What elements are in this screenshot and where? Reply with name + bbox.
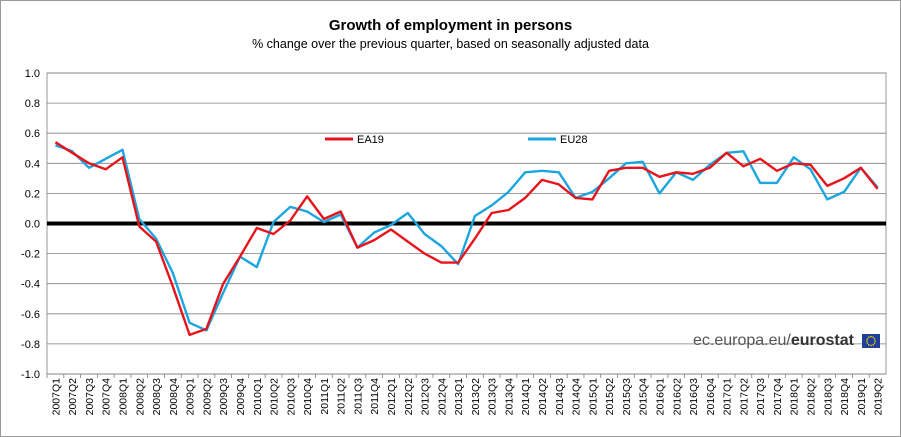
x-tick-label: 2011Q4 [369, 378, 381, 415]
x-tick-label: 2018Q4 [839, 378, 851, 416]
x-tick-label: 2017Q2 [738, 378, 750, 416]
y-tick-label: 1.0 [25, 68, 40, 80]
series-line-ea19 [54, 141, 879, 337]
x-tick-label: 2009Q3 [218, 378, 230, 416]
x-tick-label: 2018Q3 [822, 378, 834, 416]
x-tick-label: 2013Q1 [453, 378, 465, 416]
x-tick-label: 2015Q1 [587, 378, 599, 416]
series-lines [54, 141, 879, 337]
x-tick-label: 2016Q1 [654, 378, 666, 416]
x-tick-label: 2018Q1 [789, 378, 801, 416]
x-tick-label: 2019Q1 [856, 378, 868, 416]
chart-title: Growth of employment in persons [328, 17, 573, 34]
x-tick-label: 2012Q2 [403, 378, 415, 416]
x-tick-label: 2010Q3 [285, 378, 297, 416]
y-tick-label: 0.8 [25, 98, 40, 110]
y-tick-label: -0.6 [21, 309, 40, 321]
x-tick-label: 2017Q1 [722, 378, 734, 416]
y-tick-label: -0.8 [21, 339, 40, 351]
x-tick-label: 2014Q1 [520, 378, 532, 416]
x-axis-ticks: 2007Q1 2007Q2 2007Q3 2007Q4 2008Q1 2008Q2 2008… [46, 374, 885, 416]
legend: EA19 EU28 [325, 134, 588, 146]
x-tick-label: 2016Q2 [671, 378, 683, 416]
x-tick-label: 2009Q2 [201, 378, 213, 416]
x-tick-label: 2007Q3 [84, 378, 96, 416]
x-tick-label: 2018Q2 [805, 378, 817, 416]
x-tick-label: 2007Q1 [50, 378, 62, 416]
x-tick-label: 2016Q3 [688, 378, 700, 416]
x-tick-label: 2010Q4 [302, 378, 314, 416]
y-tick-label: 0.2 [25, 188, 40, 200]
x-tick-label: 2019Q2 [873, 378, 885, 416]
x-tick-label: 2013Q3 [487, 378, 499, 416]
x-tick-label: 2013Q4 [503, 378, 515, 416]
x-tick-label: 2015Q4 [638, 378, 650, 416]
x-tick-label: 2007Q2 [67, 378, 79, 416]
x-tick-label: 2010Q2 [269, 378, 281, 416]
x-tick-label: 2012Q1 [386, 378, 398, 416]
eu-flag-icon [862, 334, 880, 348]
legend-label-ea19: EA19 [357, 134, 384, 146]
watermark-domain: ec.europa.eu/ [693, 332, 791, 349]
x-tick-label: 2007Q4 [101, 378, 113, 416]
x-tick-label: 2017Q4 [772, 378, 784, 416]
x-tick-label: 2008Q4 [168, 378, 180, 416]
y-tick-label: 0.0 [25, 219, 40, 231]
x-tick-label: 2008Q3 [151, 378, 163, 416]
x-tick-label: 2013Q2 [470, 378, 482, 416]
watermark-brand: eurostat [790, 332, 854, 349]
y-tick-label: -0.2 [21, 249, 40, 261]
x-tick-label: 2012Q3 [420, 378, 432, 416]
x-tick-label: 2011Q1 [319, 378, 331, 415]
x-tick-label: 2014Q2 [537, 378, 549, 416]
legend-label-eu28: EU28 [560, 134, 588, 146]
x-tick-label: 2008Q2 [134, 378, 146, 416]
eurostat-watermark: ec.europa.eu/eurostat [693, 332, 854, 350]
chart-subtitle: % change over the previous quarter, base… [252, 37, 649, 51]
x-tick-label: 2017Q3 [755, 378, 767, 416]
y-tick-label: -1.0 [21, 369, 40, 381]
x-tick-label: 2012Q4 [436, 378, 448, 416]
x-tick-label: 2014Q3 [554, 378, 566, 416]
x-tick-label: 2016Q4 [705, 378, 717, 416]
x-tick-label: 2009Q4 [235, 378, 247, 416]
series-line-eu28 [54, 144, 879, 332]
x-tick-label: 2010Q1 [252, 378, 264, 416]
y-tick-label: -0.4 [21, 279, 40, 291]
x-tick-label: 2015Q3 [621, 378, 633, 416]
x-tick-label: 2011Q2 [336, 378, 348, 415]
y-axis-ticks: 1.0 0.8 0.6 0.4 0.2 0.0 -0.2 -0.4 -0.6 -0.8 -1.0 [21, 68, 40, 381]
y-tick-label: 0.4 [25, 158, 40, 170]
x-tick-label: 2015Q2 [604, 378, 616, 416]
x-tick-label: 2009Q1 [185, 378, 197, 416]
x-tick-label: 2008Q1 [118, 378, 130, 416]
x-tick-label: 2011Q3 [352, 378, 364, 415]
x-tick-label: 2014Q4 [571, 378, 583, 416]
y-tick-label: 0.6 [25, 128, 40, 140]
